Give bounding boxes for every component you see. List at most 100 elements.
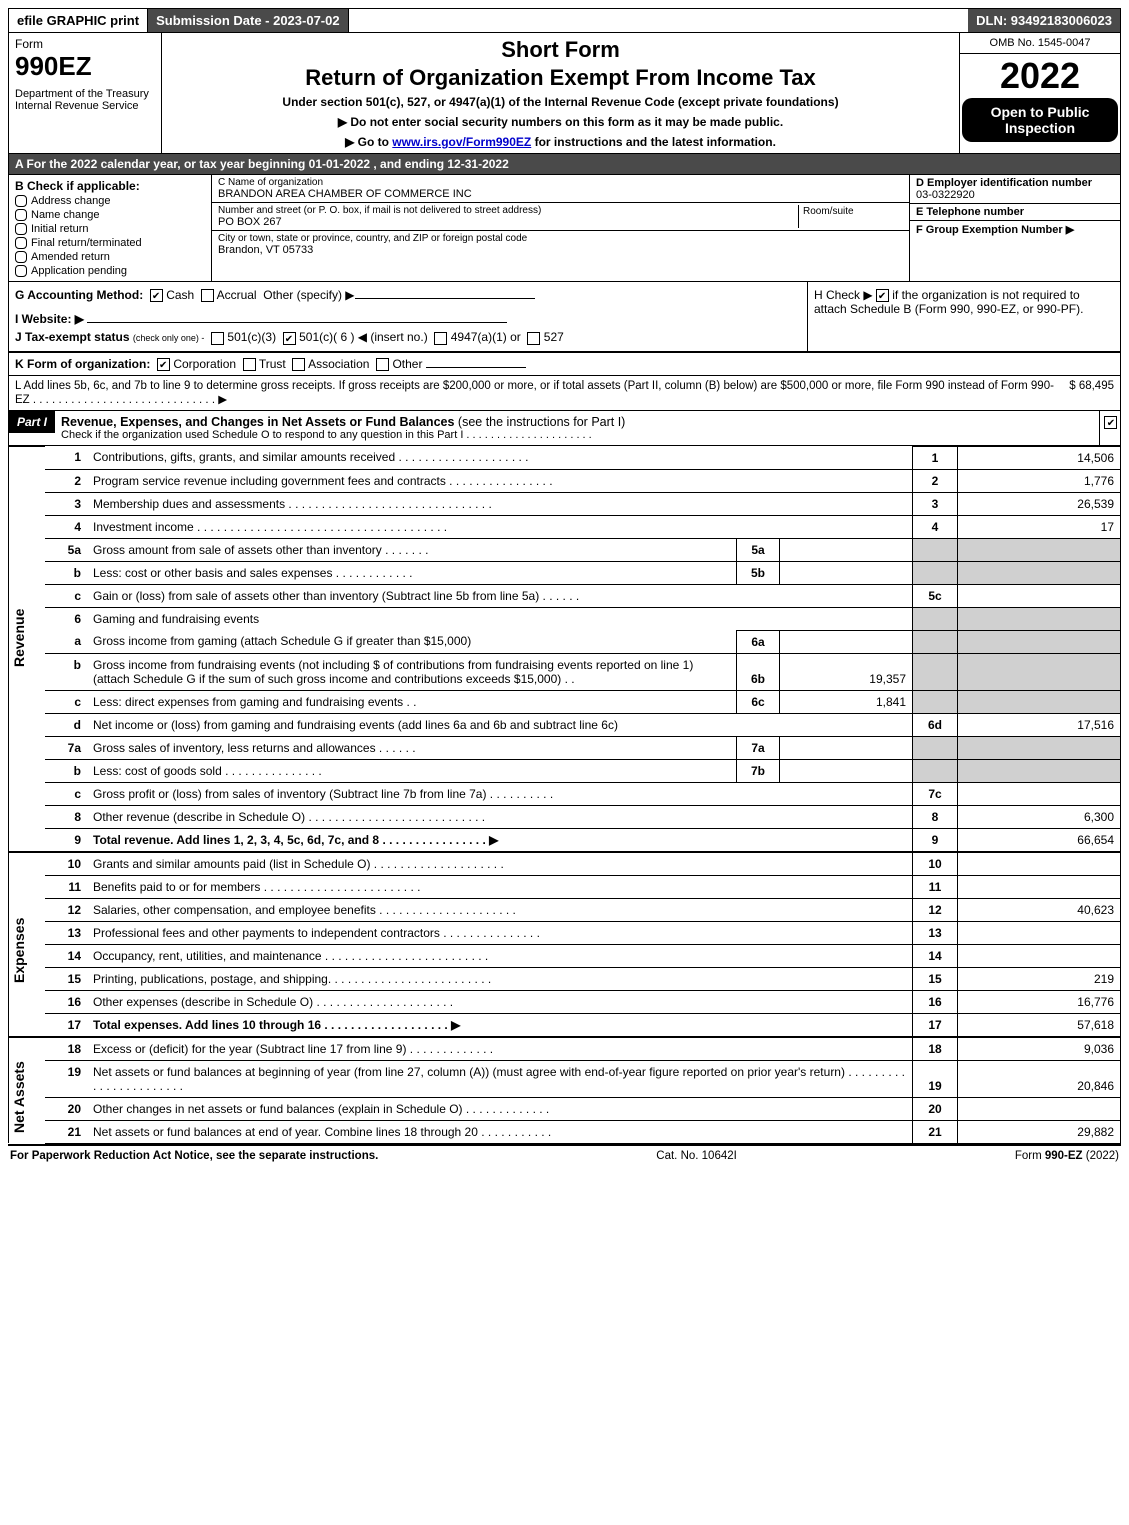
checkbox-icon[interactable] bbox=[292, 358, 305, 371]
row-7b: b Less: cost of goods sold . . . . . . .… bbox=[9, 759, 1121, 782]
G-row: G Accounting Method: Cash Accrual Other … bbox=[15, 288, 801, 302]
checkbox-icon[interactable] bbox=[150, 289, 163, 302]
G-opt-1: Accrual bbox=[217, 288, 257, 302]
I-val[interactable] bbox=[87, 322, 507, 323]
efile-label: efile GRAPHIC print bbox=[9, 9, 148, 32]
desc: Total expenses. Add lines 10 through 16 … bbox=[87, 1013, 913, 1037]
I-row: I Website: ▶ bbox=[15, 312, 801, 326]
desc: Gross profit or (loss) from sales of inv… bbox=[87, 782, 913, 805]
rnum-grey bbox=[913, 653, 958, 690]
rnum: 4 bbox=[913, 515, 958, 538]
checkbox-icon[interactable] bbox=[157, 358, 170, 371]
B-opt-1-label: Name change bbox=[31, 209, 100, 221]
footer-right-pre: Form bbox=[1015, 1150, 1045, 1162]
row-2: 2 Program service revenue including gove… bbox=[9, 469, 1121, 492]
col-C: C Name of organization BRANDON AREA CHAM… bbox=[212, 175, 910, 281]
rval: 14,506 bbox=[958, 446, 1121, 469]
num: 21 bbox=[45, 1120, 87, 1143]
row-3: 3 Membership dues and assessments . . . … bbox=[9, 492, 1121, 515]
tab-netassets-label: Net Assets bbox=[11, 1061, 27, 1133]
num: 1 bbox=[45, 446, 87, 469]
part-I-checkbox[interactable] bbox=[1099, 411, 1120, 445]
B-opt-4[interactable]: Amended return bbox=[15, 251, 205, 263]
row-7c: c Gross profit or (loss) from sales of i… bbox=[9, 782, 1121, 805]
rval-grey bbox=[958, 630, 1121, 653]
rnum: 8 bbox=[913, 805, 958, 828]
num: 10 bbox=[45, 852, 87, 876]
rval: 17 bbox=[958, 515, 1121, 538]
checkbox-icon bbox=[15, 265, 27, 277]
checkbox-icon[interactable] bbox=[201, 289, 214, 302]
instr-2-pre: ▶ Go to bbox=[345, 135, 392, 149]
rnum-grey bbox=[913, 690, 958, 713]
mval bbox=[780, 561, 913, 584]
B-opt-3[interactable]: Final return/terminated bbox=[15, 237, 205, 249]
checkbox-icon[interactable] bbox=[211, 332, 224, 345]
J-o2: 501(c)( 6 ) ◀ (insert no.) bbox=[299, 330, 428, 344]
rval-grey bbox=[958, 607, 1121, 630]
row-6: 6 Gaming and fundraising events bbox=[9, 607, 1121, 630]
rnum-grey bbox=[913, 607, 958, 630]
footer-left: For Paperwork Reduction Act Notice, see … bbox=[10, 1150, 378, 1162]
row-19: 19 Net assets or fund balances at beginn… bbox=[9, 1060, 1121, 1097]
B-opt-5[interactable]: Application pending bbox=[15, 265, 205, 277]
num: 2 bbox=[45, 469, 87, 492]
num: c bbox=[45, 782, 87, 805]
num: 15 bbox=[45, 967, 87, 990]
checkbox-icon[interactable] bbox=[376, 358, 389, 371]
num: 18 bbox=[45, 1037, 87, 1061]
mnum: 7b bbox=[737, 759, 780, 782]
form-label: Form bbox=[15, 37, 155, 51]
J-row: J Tax-exempt status (check only one) - 5… bbox=[15, 326, 801, 344]
mval bbox=[780, 736, 913, 759]
rval-grey bbox=[958, 736, 1121, 759]
checkbox-icon[interactable] bbox=[527, 332, 540, 345]
instr-2-post: for instructions and the latest informat… bbox=[531, 135, 776, 149]
num: b bbox=[45, 561, 87, 584]
checkbox-icon[interactable] bbox=[283, 332, 296, 345]
num: 8 bbox=[45, 805, 87, 828]
K-opt-3: Other bbox=[392, 357, 422, 371]
instr-1: ▶ Do not enter social security numbers o… bbox=[170, 115, 951, 129]
rnum: 6d bbox=[913, 713, 958, 736]
num: 20 bbox=[45, 1097, 87, 1120]
desc: Program service revenue including govern… bbox=[87, 469, 913, 492]
desc: Gross income from fundraising events (no… bbox=[87, 653, 737, 690]
rnum-grey bbox=[913, 538, 958, 561]
mval: 1,841 bbox=[780, 690, 913, 713]
row-1: Revenue 1 Contributions, gifts, grants, … bbox=[9, 446, 1121, 469]
rnum: 15 bbox=[913, 967, 958, 990]
num: b bbox=[45, 653, 87, 690]
mnum: 7a bbox=[737, 736, 780, 759]
checkbox-icon[interactable] bbox=[243, 358, 256, 371]
K-other-input[interactable] bbox=[426, 367, 526, 368]
rval bbox=[958, 875, 1121, 898]
B-opt-0[interactable]: Address change bbox=[15, 195, 205, 207]
B-opt-1[interactable]: Name change bbox=[15, 209, 205, 221]
checkbox-icon bbox=[15, 223, 27, 235]
row-5b: b Less: cost or other basis and sales ex… bbox=[9, 561, 1121, 584]
num: 3 bbox=[45, 492, 87, 515]
J-sub: (check only one) - bbox=[133, 333, 205, 343]
rval bbox=[958, 921, 1121, 944]
B-opt-2[interactable]: Initial return bbox=[15, 223, 205, 235]
row-6c: c Less: direct expenses from gaming and … bbox=[9, 690, 1121, 713]
checkbox-icon[interactable] bbox=[434, 332, 447, 345]
tab-revenue-label: Revenue bbox=[11, 609, 27, 667]
main-title: Return of Organization Exempt From Incom… bbox=[170, 65, 951, 91]
rnum: 14 bbox=[913, 944, 958, 967]
L-row: L Add lines 5b, 6c, and 7b to line 9 to … bbox=[8, 375, 1121, 411]
irs-link[interactable]: www.irs.gov/Form990EZ bbox=[392, 135, 531, 149]
G-other-input[interactable] bbox=[355, 298, 535, 299]
row-8: 8 Other revenue (describe in Schedule O)… bbox=[9, 805, 1121, 828]
num: c bbox=[45, 584, 87, 607]
H-pre: H Check ▶ bbox=[814, 288, 873, 302]
rnum-grey bbox=[913, 736, 958, 759]
desc: Net assets or fund balances at beginning… bbox=[87, 1060, 913, 1097]
D-val: 03-0322920 bbox=[916, 189, 975, 201]
rval: 219 bbox=[958, 967, 1121, 990]
desc: Other revenue (describe in Schedule O) .… bbox=[87, 805, 913, 828]
rval: 20,846 bbox=[958, 1060, 1121, 1097]
D-row: D Employer identification number 03-0322… bbox=[910, 175, 1120, 204]
checkbox-icon[interactable] bbox=[876, 289, 889, 302]
